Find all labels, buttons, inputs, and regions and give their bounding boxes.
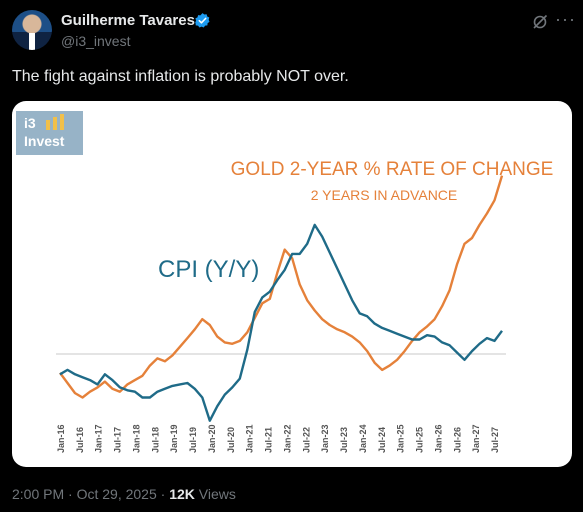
verified-badge-icon (195, 13, 210, 28)
x-tick-label: Jan-27 (471, 424, 481, 453)
i3-invest-logo: i3 Invest (16, 111, 83, 155)
logo-bars-icon (46, 114, 64, 130)
author-handle[interactable]: @i3_invest (61, 33, 131, 49)
view-count[interactable]: 12K (169, 486, 195, 502)
x-tick-label: Jan-19 (169, 424, 179, 453)
x-tick-label: Jan-18 (131, 424, 141, 453)
chart-title: GOLD 2-YEAR % RATE OF CHANGE (231, 159, 554, 180)
x-tick-label: Jan-25 (396, 424, 406, 453)
x-tick-label: Jan-26 (433, 424, 443, 453)
series-line-gold-roc (59, 175, 504, 399)
views-label: Views (198, 486, 236, 502)
x-tick-label: Jan-17 (94, 424, 104, 453)
x-tick-label: Jan-22 (282, 424, 292, 453)
tweet-media-image[interactable]: GOLD 2-YEAR % RATE OF CHANGE 2 YEARS IN … (12, 101, 572, 467)
x-tick-label: Jul-21 (264, 427, 274, 453)
x-tick-label: Jul-23 (339, 427, 349, 453)
tweet-date[interactable]: Oct 29, 2025 (76, 486, 157, 502)
separator: · (160, 486, 166, 502)
author-avatar[interactable] (12, 10, 52, 50)
x-tick-label: Jul-20 (226, 427, 236, 453)
x-tick-label: Jul-16 (75, 427, 85, 453)
x-tick-label: Jul-17 (113, 427, 123, 453)
x-tick-label: Jul-24 (377, 427, 387, 453)
logo-top-text: i3 (24, 115, 36, 131)
more-options-icon[interactable]: ··· (555, 9, 576, 29)
tweet-time[interactable]: 2:00 PM (12, 486, 65, 502)
tweet-footer: 2:00 PM · Oct 29, 2025 · 12K Views (12, 486, 236, 502)
author-name[interactable]: Guilherme Tavares (61, 12, 195, 29)
grok-icon[interactable] (532, 14, 548, 30)
x-tick-label: Jul-25 (415, 427, 425, 453)
logo-bottom-text: Invest (24, 133, 65, 149)
x-tick-label: Jan-24 (358, 424, 368, 453)
series-line-cpi (59, 223, 503, 422)
x-tick-label: Jan-16 (56, 424, 66, 453)
x-tick-label: Jan-21 (245, 424, 255, 453)
x-tick-label: Jul-19 (188, 427, 198, 453)
inflation-chart: GOLD 2-YEAR % RATE OF CHANGE 2 YEARS IN … (56, 159, 554, 453)
chart-subtitle: 2 YEARS IN ADVANCE (311, 187, 458, 203)
x-tick-label: Jan-20 (207, 424, 217, 453)
series-label-cpi: CPI (Y/Y) (158, 256, 259, 283)
tweet-text: The fight against inflation is probably … (12, 68, 349, 85)
separator: · (68, 486, 73, 502)
x-tick-label: Jan-23 (320, 424, 330, 453)
x-tick-label: Jul-22 (301, 427, 311, 453)
x-tick-label: Jul-18 (150, 427, 160, 453)
x-tick-label: Jul-27 (490, 427, 500, 453)
x-tick-label: Jul-26 (452, 427, 462, 453)
